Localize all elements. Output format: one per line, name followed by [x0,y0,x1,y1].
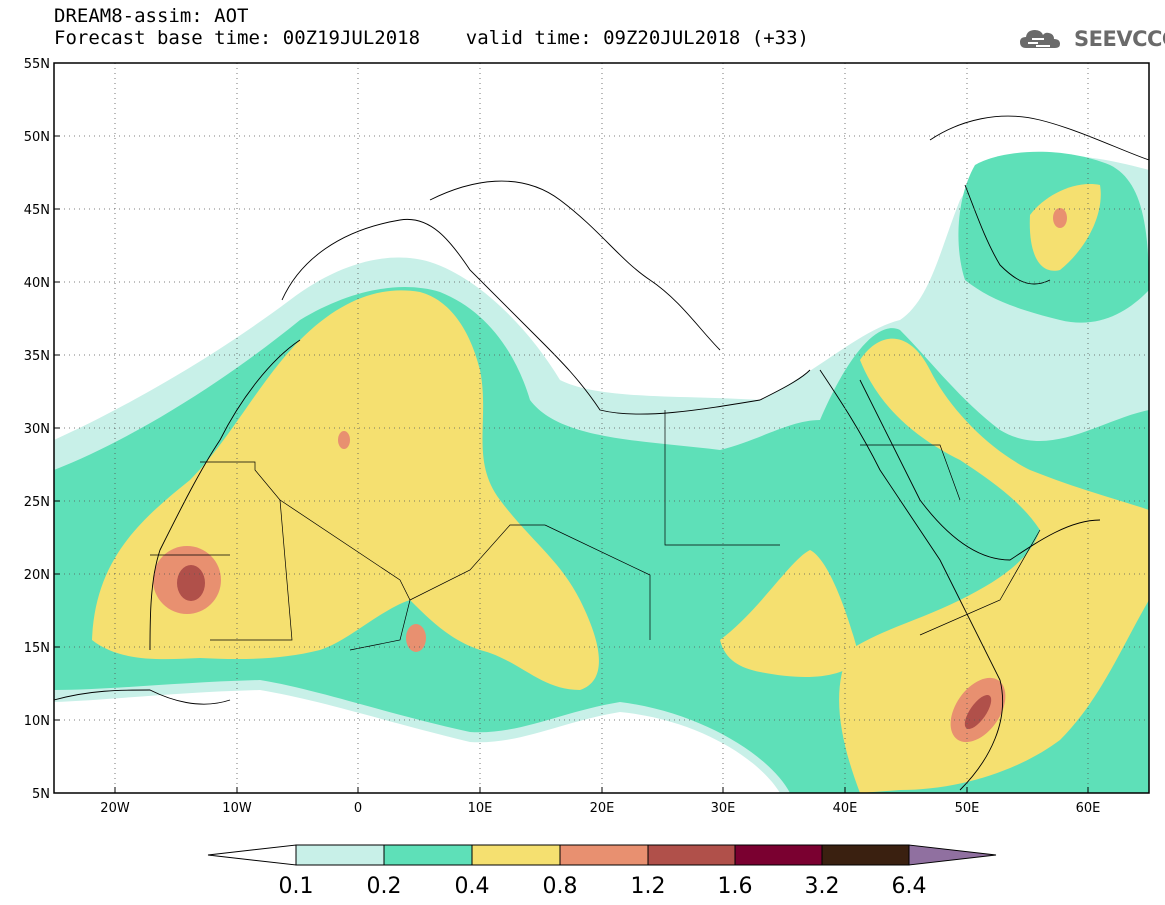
colorbar-bin [559,844,649,866]
lon-label: 0 [354,801,362,816]
lon-label: 60E [1076,801,1101,816]
country-borders [150,410,1041,651]
aot-level-0.8-kazakh [1053,208,1067,228]
colorbar-over-arrow [908,844,997,866]
colorbar-label: 0.1 [279,874,314,899]
logo-text: SEEVCCC [1074,27,1165,51]
lon-label: 50E [955,801,980,816]
axis-ticks [54,62,1089,794]
aot-field [54,63,1149,793]
latitude-labels: 55N 50N 45N 40N 35N 30N 25N 20N 15N 10N … [24,57,50,802]
lon-label: 20E [590,801,615,816]
cloud-logo-icon [1020,30,1060,48]
colorbar-bin [821,844,910,866]
lat-label: 15N [24,641,50,656]
graticule [54,63,1149,793]
lat-label: 40N [24,276,50,291]
lon-label: 10E [468,801,493,816]
colorbar-bin [647,844,736,866]
lat-label: 30N [24,422,50,437]
longitude-labels: 20W 10W 0 10E 20E 30E 40E 50E 60E [100,801,1100,816]
aot-level-0.4-sahel [720,550,860,677]
colorbar-bin [383,844,473,866]
lon-label: 20W [100,801,130,816]
lon-label: 10W [222,801,252,816]
aot-level-1.2-mauritania [177,565,205,601]
aot-level-0.4-arabia [839,338,1149,793]
colorbar-label: 6.4 [892,874,927,899]
colorbar-label: 3.2 [805,874,840,899]
colorbar-bin [295,844,385,866]
lon-label: 40E [833,801,858,816]
colorbar-label: 0.8 [543,874,578,899]
colorbar-label: 1.6 [718,874,753,899]
title-line-1: DREAM8-assim: AOT [54,5,249,27]
colorbar-bin [734,844,823,866]
lat-label: 20N [24,568,50,583]
lat-label: 55N [24,57,50,72]
colorbar-bin [471,844,561,866]
lat-label: 25N [24,495,50,510]
lat-label: 50N [24,130,50,145]
lat-label: 10N [24,714,50,729]
lat-label: 35N [24,349,50,364]
colorbar-label: 0.4 [455,874,490,899]
aot-level-1.2-somalia [964,694,992,730]
lon-label: 30E [711,801,736,816]
aot-level-0.8-algeria [338,431,350,449]
aot-level-0.8-mali [406,624,426,652]
title-line-2: Forecast base time: 00Z19JUL2018 valid t… [54,27,809,49]
aot-level-0.4-caspian [1029,184,1101,271]
colorbar-labels: 0.1 0.2 0.4 0.8 1.2 1.6 3.2 6.4 [279,874,927,899]
colorbar-under-arrow [207,844,297,866]
colorbar-label: 0.2 [367,874,402,899]
colorbar [207,844,997,866]
lat-label: 5N [32,787,50,802]
colorbar-label: 1.2 [631,874,666,899]
seevccc-logo: SEEVCCC [1018,26,1165,52]
lat-label: 45N [24,203,50,218]
coastlines [54,115,1149,791]
